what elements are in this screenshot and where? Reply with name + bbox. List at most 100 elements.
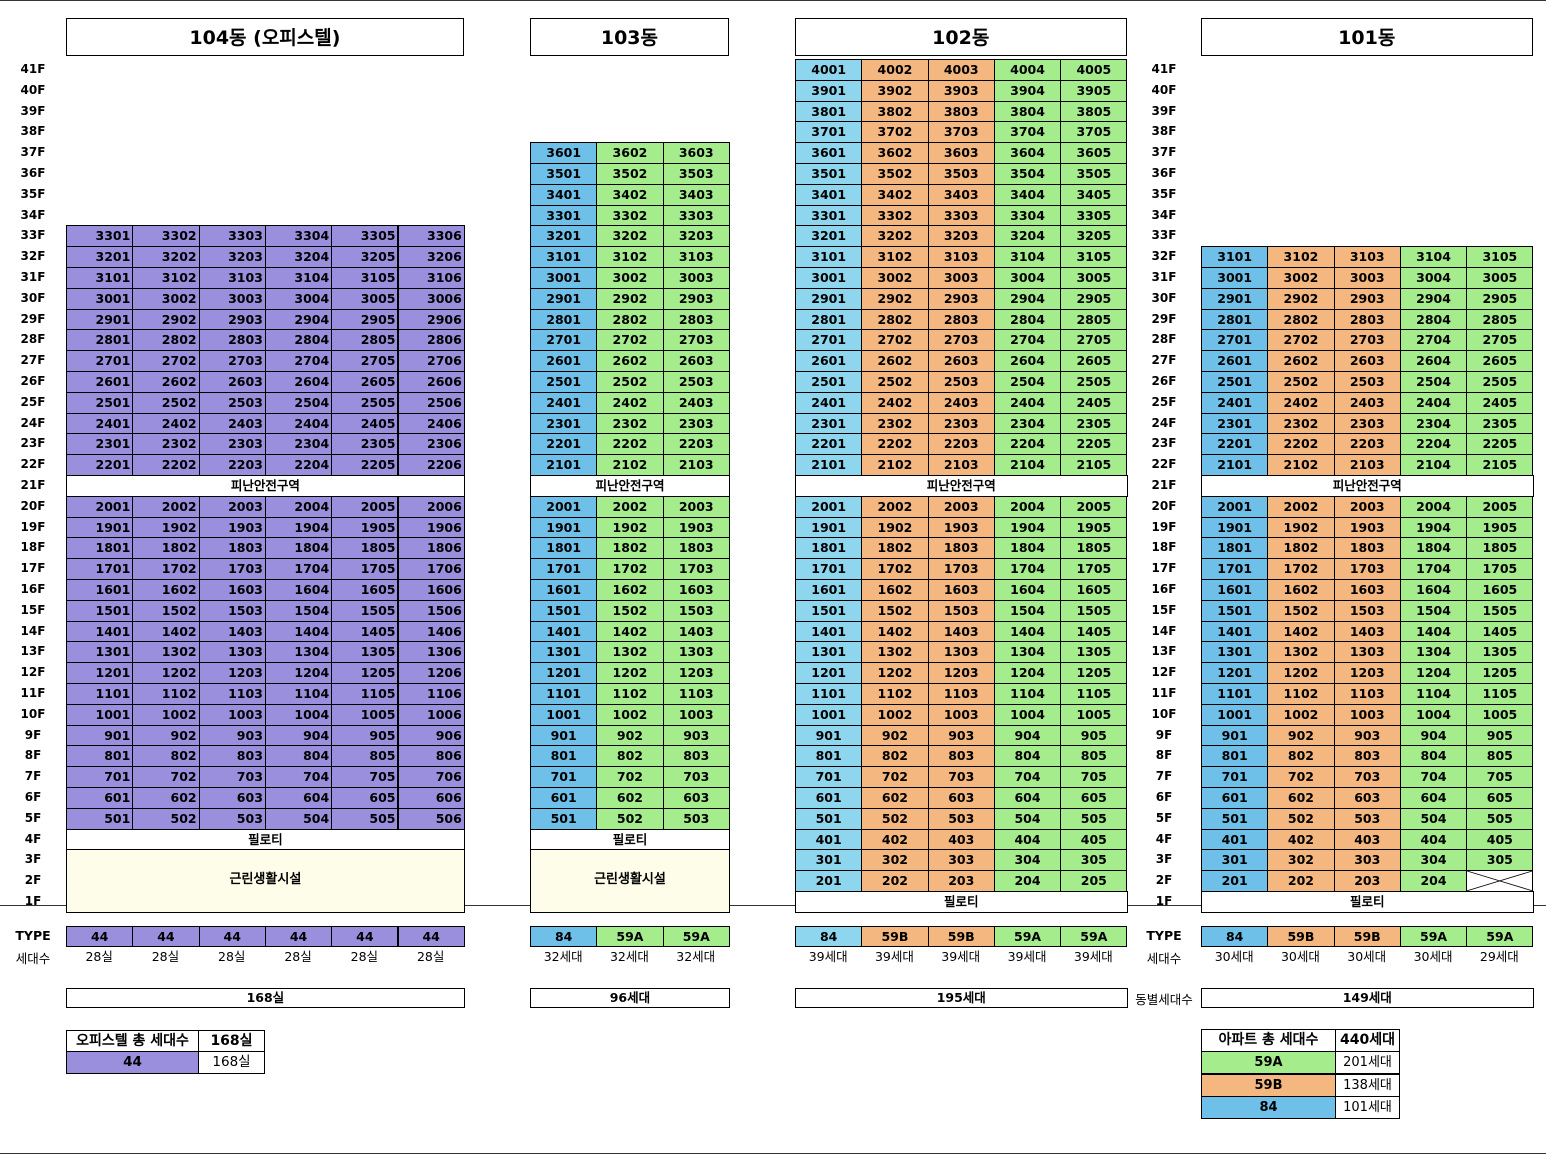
unit-cell: 503 [662,807,730,830]
unit-cell: 1805 [331,537,399,560]
unit-cell: 2805 [331,329,399,352]
commercial-facility: 근린생활시설 [530,849,730,913]
unit-cell: 2603 [662,350,730,372]
unit-count: 28실 [284,949,312,964]
unit-count: 39세대 [1073,949,1113,964]
unit-cell: 1803 [1333,537,1401,560]
unit-cell: 3802 [861,100,929,123]
unit-cell: 1801 [1201,537,1269,560]
unit-cell: 906 [397,724,465,747]
unit-cell: 803 [927,745,995,768]
unit-cell: 2101 [530,454,598,476]
unit-cell: 505 [1060,807,1128,830]
unit-cell: 505 [1466,807,1534,830]
unit-cell: 1105 [1466,683,1534,705]
unit-cell: 2305 [1466,412,1534,435]
unit-cell: 405 [1060,828,1128,851]
unit-cell: 2201 [66,454,134,476]
unit-cell: 2303 [662,412,730,435]
unit-cell: 1301 [1201,641,1269,664]
unit-cell: 1702 [132,558,200,580]
unit-cell: 2904 [264,308,333,331]
unit-cell: 1503 [198,599,266,622]
unit-cell: 1003 [198,703,266,726]
unit-cell: 3003 [662,267,730,289]
refuge-zone: 피난안전구역 [66,475,465,497]
unit-cell: 2103 [1333,454,1401,476]
unit-cell: 901 [66,724,134,747]
unit-cell: 2802 [132,329,200,352]
officetel-type-value: 168실 [198,1051,265,1074]
unit-cell: 2601 [66,371,134,393]
unit-cell: 2805 [1060,308,1128,331]
unit-cell: 703 [1333,766,1401,788]
unit-cell: 803 [662,745,730,768]
unit-cell: 704 [1399,766,1468,788]
unit-cell: 2503 [927,371,995,393]
floor-label: 14F [1151,623,1177,638]
unit-cell: 3104 [993,246,1062,268]
unit-cell: 1603 [662,579,730,601]
unit-cell: 2702 [132,350,200,372]
unit-cell: 3201 [66,246,134,268]
unit-cell: 3105 [1466,246,1534,268]
unit-cell: 3204 [264,246,333,268]
unit-cell: 2103 [927,454,995,476]
unit-cell: 2801 [795,308,863,331]
floor-label: 1F [1155,894,1173,908]
unit-cell: 603 [662,787,730,809]
unit-cell: 1601 [530,579,598,601]
type-cell: 59A [993,926,1062,947]
unit-cell: 802 [1267,745,1335,768]
unit-cell: 2504 [1399,371,1468,393]
floor-label: 24F [1151,415,1177,430]
unit-cell: 2904 [1399,287,1468,310]
unit-cell: 1901 [66,516,134,539]
unit-cell: 3902 [861,79,929,102]
floor-label: 38F [1151,124,1177,139]
unit-cell: 2502 [132,391,200,414]
unit-cell: 2504 [993,371,1062,393]
unit-cell: 1804 [993,537,1062,560]
unit-cell: 3703 [927,121,995,144]
type-cell: 59A [1060,926,1128,947]
unit-cell: 3905 [1060,79,1128,102]
empty-unit-cell [1466,870,1534,892]
unit-cell: 1204 [264,662,333,684]
unit-cell: 3803 [927,100,995,123]
unit-cell: 2405 [331,412,399,435]
unit-cell: 1502 [132,599,200,622]
unit-cell: 1703 [662,558,730,580]
floor-label: 4F [1155,831,1173,846]
unit-cell: 2902 [861,287,929,310]
floor-label: 11F [1151,686,1177,700]
type-cell: 59B [1333,926,1401,947]
floor-label: 11F [20,686,46,700]
floor-label: 26F [1151,374,1177,388]
unit-count: 32세대 [543,949,583,964]
unit-cell: 1405 [331,620,399,643]
unit-cell: 2505 [1466,371,1534,393]
unit-cell: 604 [1399,787,1468,809]
unit-cell: 1605 [331,579,399,601]
unit-cell: 401 [1201,828,1269,851]
unit-cell: 3503 [927,163,995,185]
unit-cell: 2102 [861,454,929,476]
unit-cell: 704 [993,766,1062,788]
floor-label: 18F [1151,540,1177,555]
unit-cell: 404 [993,828,1062,851]
unit-cell: 3005 [1060,267,1128,289]
unit-cell: 2101 [1201,454,1269,476]
unit-cell: 3003 [927,267,995,289]
unit-cell: 2701 [795,329,863,352]
unit-cell: 2305 [331,433,399,456]
unit-cell: 2202 [596,433,664,456]
unit-cell: 801 [1201,745,1269,768]
unit-cell: 1801 [530,537,598,560]
unit-cell: 1203 [1333,662,1401,684]
unit-cell: 1603 [1333,579,1401,601]
unit-cell: 1406 [397,620,465,643]
unit-cell: 2701 [1201,329,1269,352]
unit-cell: 2804 [993,308,1062,331]
unit-cell: 2204 [1399,433,1468,456]
